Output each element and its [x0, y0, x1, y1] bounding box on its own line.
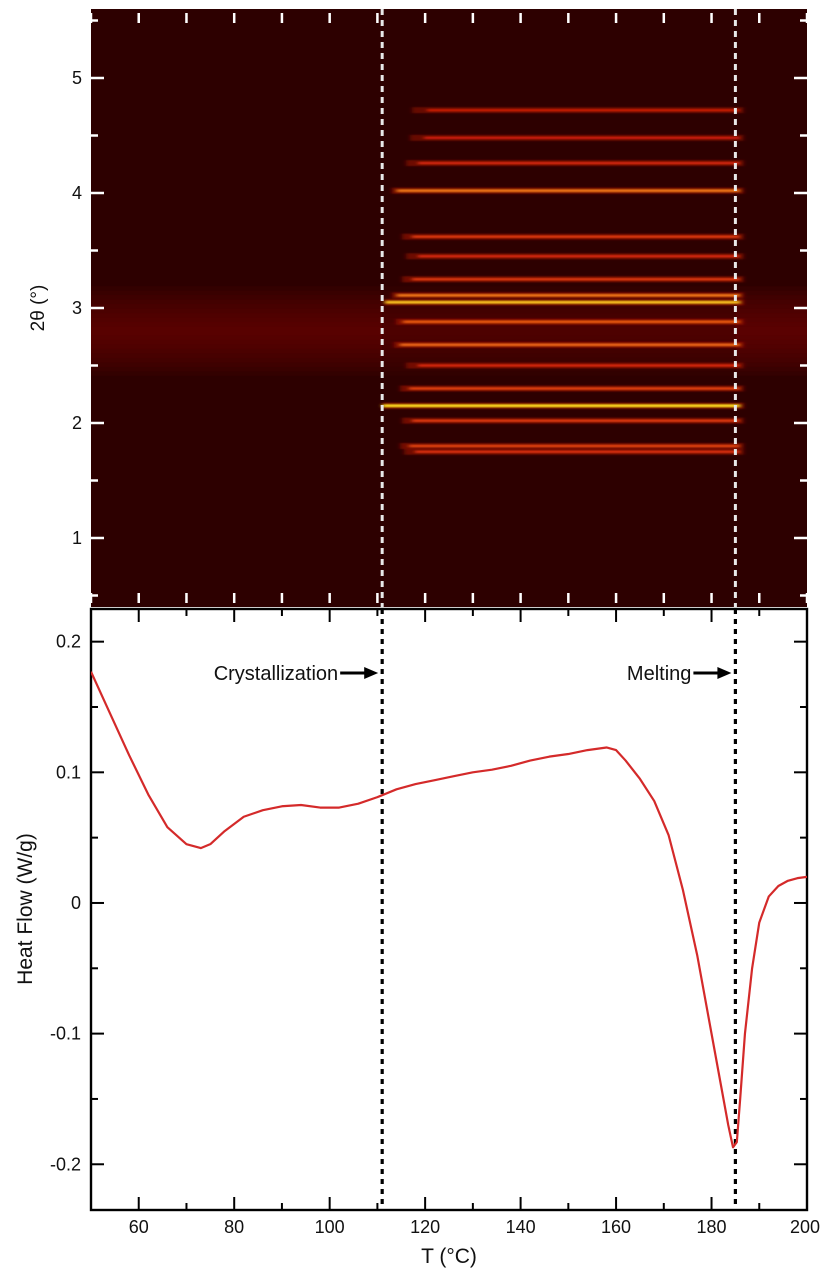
halo-layer — [382, 326, 736, 336]
peak-streak — [397, 294, 740, 297]
dsc-y-tick-label: 0.2 — [56, 632, 81, 652]
dsc-x-tick-label: 200 — [790, 1217, 820, 1237]
halo-layer — [91, 308, 383, 354]
halo-layer — [382, 299, 736, 363]
halo-layer — [735, 304, 807, 358]
transition-guides-top — [380, 9, 737, 607]
annotation-arrow-head — [364, 667, 379, 680]
transition-guides-bottom — [380, 609, 738, 1210]
dsc-y-tick-labels: -0.2 -0.1 0 0.1 0.2 — [50, 632, 81, 1175]
peak-streak — [427, 109, 740, 112]
peak-streak — [397, 189, 740, 192]
peak-streak — [415, 450, 740, 453]
halo-layer — [91, 304, 383, 358]
dsc-x-tick-label: 120 — [410, 1217, 440, 1237]
diffraction-peaks — [382, 107, 744, 455]
halo-layer — [735, 286, 807, 376]
dsc-panel: 60 80 100 120 140 160 180 200 -0.2 -0.1 0 0.1 0.2 C… — [14, 607, 820, 1268]
xrd-heatmap-panel: 1 2 3 4 5 2θ (°) — [28, 9, 809, 607]
heatmap-y-tick-label: 2 — [72, 413, 82, 433]
dsc-y-tick-label: -0.2 — [50, 1154, 81, 1174]
peak-streak — [385, 301, 740, 304]
peak-streak — [424, 136, 740, 139]
peak-streak — [382, 404, 740, 407]
halo-layer — [91, 290, 383, 372]
heatmap-y-tick-label: 3 — [72, 298, 82, 318]
dsc-x-tick-label: 140 — [506, 1217, 536, 1237]
halo-layer — [382, 295, 736, 367]
peak-streak — [412, 419, 740, 422]
halo-layer — [91, 286, 383, 376]
halo-layer — [91, 295, 383, 367]
halo-layer — [735, 308, 807, 354]
heatmap-y-tick-label: 4 — [72, 183, 82, 203]
dsc-plot-frame — [89, 607, 809, 1212]
halo-layer — [91, 299, 383, 363]
halo-layer — [382, 322, 736, 340]
dsc-y-tick-label: 0 — [71, 893, 81, 913]
halo-layer — [735, 313, 807, 349]
dsc-y-tick-label: -0.1 — [50, 1024, 81, 1044]
dsc-x-tick-label: 160 — [601, 1217, 631, 1237]
heatmap-y-tick-labels: 1 2 3 4 5 — [72, 68, 82, 548]
dsc-annotations: Crystallization Melting — [214, 663, 732, 685]
peak-streak — [418, 255, 740, 258]
dsc-y-axis-label: Heat Flow (W/g) — [14, 833, 37, 985]
peak-streak — [403, 320, 740, 323]
peak-streak — [409, 387, 740, 390]
heatmap-y-axis-label: 2θ (°) — [28, 285, 49, 332]
annotation-arrow-head — [717, 667, 732, 680]
heat-flow-line — [91, 671, 807, 1149]
annotation-label: Crystallization — [214, 663, 338, 685]
dsc-x-tick-label: 180 — [697, 1217, 727, 1237]
halo-layer — [91, 317, 383, 345]
dsc-x-tick-label: 100 — [315, 1217, 345, 1237]
peak-streak — [409, 444, 740, 448]
peak-streak — [418, 364, 740, 367]
peak-streak — [412, 278, 740, 281]
heatmap-y-tick-label: 5 — [72, 68, 82, 88]
annotation-label: Melting — [627, 663, 691, 685]
heatmap-ticks — [89, 13, 809, 603]
dsc-y-tick-label: 0.1 — [56, 762, 81, 782]
halo-layer — [91, 313, 383, 349]
dsc-x-tick-label: 60 — [129, 1217, 149, 1237]
dsc-series — [91, 671, 807, 1149]
halo-layer — [735, 290, 807, 372]
halo-layer — [382, 304, 736, 358]
heatmap-y-tick-label: 1 — [72, 528, 82, 548]
peak-streak — [418, 161, 740, 165]
dsc-x-tick-labels: 60 80 100 120 140 160 180 200 — [129, 1217, 820, 1237]
halo-layer — [735, 322, 807, 340]
dsc-ticks — [90, 609, 808, 1210]
dsc-x-axis-label: T (°C) — [421, 1245, 477, 1268]
peak-streak — [412, 235, 740, 238]
halo-layer — [735, 299, 807, 363]
halo-layer — [735, 317, 807, 345]
halo-layer — [735, 326, 807, 336]
halo-layer — [91, 326, 383, 336]
halo-layer — [91, 322, 383, 340]
dsc-x-tick-label: 80 — [224, 1217, 244, 1237]
peak-streak — [400, 343, 740, 346]
